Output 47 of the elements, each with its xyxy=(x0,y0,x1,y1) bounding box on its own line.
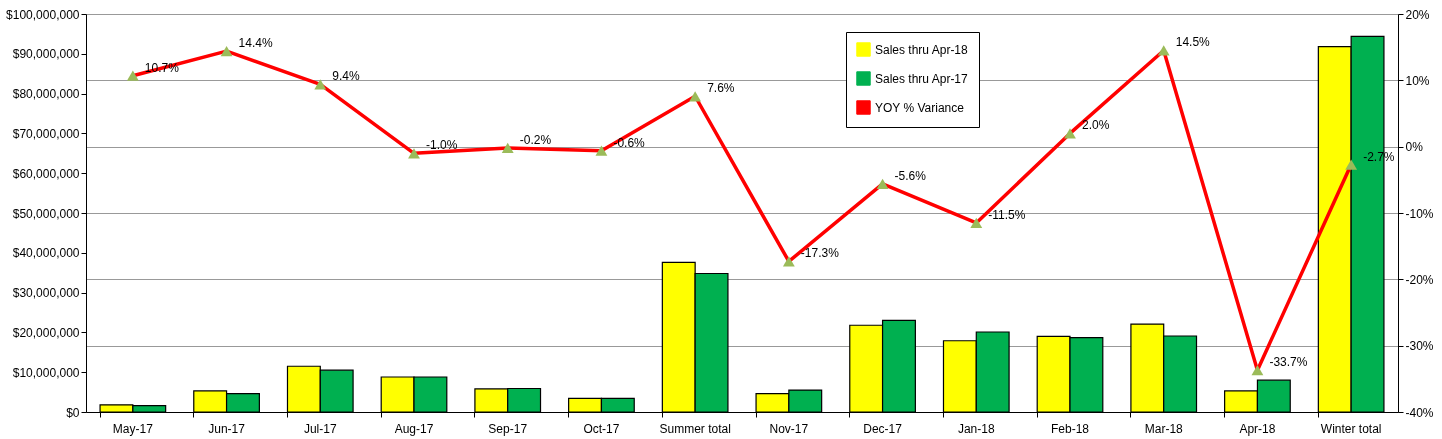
x-tick-label: Sep-17 xyxy=(488,421,528,436)
y-tick-label: $80,000,000 xyxy=(12,87,80,102)
y-tick-label: $50,000,000 xyxy=(12,206,80,221)
data-label: 14.5% xyxy=(1175,35,1211,50)
y-tick-label: $60,000,000 xyxy=(12,166,80,181)
legend-label: YOY % Variance xyxy=(875,100,965,115)
data-label: -33.7% xyxy=(1269,355,1308,370)
data-label: 14.4% xyxy=(238,36,273,51)
data-label: -17.3% xyxy=(800,246,840,261)
x-tick-label: May-17 xyxy=(112,421,154,436)
y-tick-label: $100,000,000 xyxy=(6,7,80,22)
data-label: -11.5% xyxy=(988,207,1026,222)
y-tick-label: $90,000,000 xyxy=(12,47,80,62)
data-label: 7.6% xyxy=(707,81,735,96)
y-tick-label: $30,000,000 xyxy=(12,286,80,301)
x-tick-label: Aug-17 xyxy=(394,421,434,436)
data-label: 9.4% xyxy=(332,69,360,84)
x-tick-label: Apr-18 xyxy=(1239,421,1276,436)
x-tick-label: Jan-18 xyxy=(957,421,995,436)
x-tick-label: Winter total xyxy=(1320,421,1382,436)
data-label: -0.6% xyxy=(613,135,646,150)
x-tick-label: Nov-17 xyxy=(769,421,809,436)
y2-tick-label: 20% xyxy=(1405,7,1430,22)
data-label: -0.2% xyxy=(519,132,552,147)
y-tick-label: $40,000,000 xyxy=(12,246,80,261)
x-tick-label: Dec-17 xyxy=(863,421,903,436)
y-tick-label: $0 xyxy=(66,405,80,420)
x-tick-label: Oct-17 xyxy=(583,421,620,436)
x-tick-label: Jun-17 xyxy=(208,421,246,436)
y-tick-label: $10,000,000 xyxy=(12,365,80,380)
y-tick-label: $20,000,000 xyxy=(12,325,80,340)
y2-tick-label: 10% xyxy=(1405,73,1430,88)
legend-label: Sales thru Apr-17 xyxy=(875,71,969,86)
y-tick-label: $70,000,000 xyxy=(12,126,80,141)
data-label: 2.0% xyxy=(1082,118,1110,133)
x-tick-label: Feb-18 xyxy=(1050,421,1090,436)
legend-label: Sales thru Apr-18 xyxy=(875,42,969,57)
data-label: -5.6% xyxy=(894,168,927,183)
x-tick-label: Jul-17 xyxy=(303,421,337,436)
y2-tick-label: 0% xyxy=(1405,140,1424,155)
y2-tick-label: -30% xyxy=(1405,339,1434,354)
y2-tick-label: -40% xyxy=(1405,405,1434,420)
y2-tick-label: -20% xyxy=(1405,272,1434,287)
y2-tick-label: -10% xyxy=(1405,206,1434,221)
data-label: -1.0% xyxy=(426,138,458,153)
x-tick-label: Summer total xyxy=(659,421,731,436)
x-tick-label: Mar-18 xyxy=(1144,421,1184,436)
